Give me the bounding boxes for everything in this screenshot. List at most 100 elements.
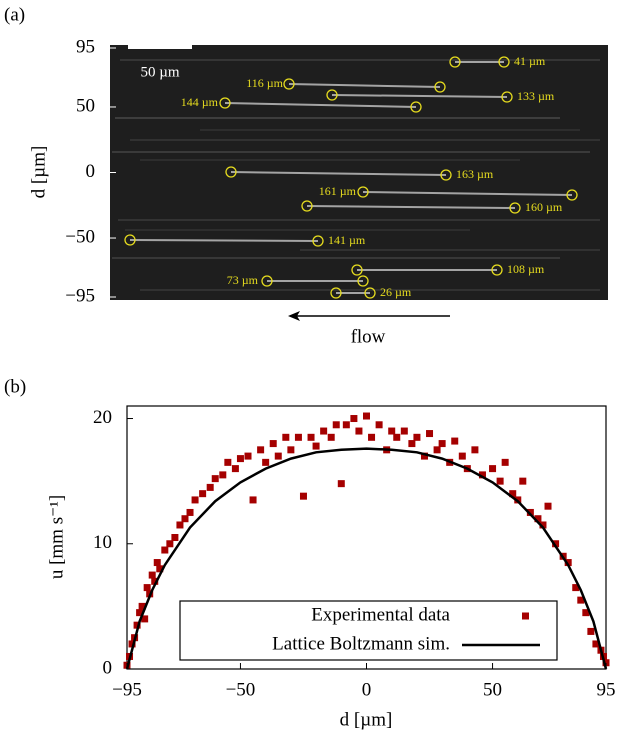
data-point — [161, 546, 169, 554]
data-point — [143, 584, 151, 592]
data-point — [564, 559, 572, 567]
data-point — [355, 427, 363, 435]
y-tick-label: 0 — [86, 161, 96, 182]
particle-marker — [312, 235, 324, 247]
particle-marker — [330, 287, 342, 299]
flow-arrowhead — [288, 311, 300, 321]
data-point — [249, 496, 257, 504]
particle-streak — [362, 191, 573, 196]
particle-marker — [410, 101, 422, 113]
data-point — [350, 415, 358, 423]
streaks — [112, 59, 600, 294]
displacement-label: 161 µm — [319, 184, 357, 198]
particle-streak — [288, 83, 441, 88]
data-point — [231, 465, 239, 473]
particle-marker — [364, 287, 376, 299]
particle-marker — [261, 275, 273, 287]
data-point — [307, 433, 315, 441]
data-point — [199, 490, 207, 498]
data-point — [186, 508, 194, 516]
y-tick-label: 0 — [103, 657, 113, 678]
particle-streak — [306, 205, 516, 209]
data-point — [577, 596, 585, 604]
particle-marker — [351, 264, 363, 276]
flow-label: flow — [351, 326, 386, 347]
y-tick-label: −95 — [65, 285, 95, 306]
particle-marker — [566, 189, 578, 201]
particle-marker — [283, 78, 295, 90]
x-tick-label: 95 — [597, 679, 616, 700]
data-point — [151, 577, 159, 585]
data-point — [320, 427, 328, 435]
data-point — [287, 446, 295, 454]
data-point — [337, 480, 345, 488]
data-point — [282, 433, 290, 441]
displacement-label: 144 µm — [181, 95, 219, 109]
displacement-label: 116 µm — [246, 76, 283, 90]
data-point — [375, 421, 383, 429]
data-point — [327, 433, 335, 441]
particle-marker — [357, 186, 369, 198]
particle-streak — [331, 94, 508, 98]
legend-marker — [522, 612, 529, 620]
data-point — [206, 483, 214, 491]
data-point — [544, 502, 552, 510]
legend-label: Lattice Boltzmann sim. — [272, 633, 450, 654]
data-point — [332, 421, 340, 429]
particle-marker — [219, 97, 231, 109]
data-point — [413, 433, 421, 441]
y-tick-label: 50 — [76, 95, 95, 116]
data-point — [534, 515, 542, 523]
displacement-label: 163 µm — [456, 167, 494, 181]
plot-area — [123, 412, 610, 670]
data-point — [236, 455, 244, 463]
particle-marker — [509, 202, 521, 214]
data-point — [388, 427, 396, 435]
sim-line — [125, 447, 608, 670]
data-point — [400, 427, 408, 435]
x-tick-label: −95 — [112, 679, 142, 700]
data-point — [587, 627, 595, 635]
data-point — [262, 458, 270, 466]
data-point — [509, 490, 517, 498]
y-tick-label: 20 — [93, 407, 112, 428]
data-point — [171, 534, 179, 541]
data-point — [294, 433, 302, 441]
data-point — [136, 609, 144, 617]
particle-marker — [225, 166, 237, 178]
legend — [179, 600, 558, 661]
data-point — [166, 540, 174, 548]
data-point — [257, 446, 265, 454]
data-point — [299, 492, 307, 500]
x-axis-label: d [µm] — [340, 709, 393, 730]
data-point — [156, 565, 164, 573]
data-point — [501, 458, 509, 466]
displacement-label: 141 µm — [328, 233, 366, 247]
panel-label: (a) — [4, 4, 25, 25]
data-point — [408, 440, 416, 448]
panel-label: (b) — [4, 376, 26, 397]
data-point — [219, 471, 227, 479]
particle-streak — [224, 102, 417, 108]
data-point — [128, 640, 136, 648]
particle-marker — [357, 275, 369, 287]
displacement-label: 133 µm — [517, 89, 555, 103]
data-point — [478, 471, 486, 479]
particle-marker — [491, 264, 503, 276]
data-point — [602, 659, 610, 667]
particle-marker — [434, 81, 446, 93]
data-point — [489, 465, 497, 473]
data-point — [368, 433, 376, 441]
data-point — [438, 440, 446, 448]
data-point — [244, 452, 252, 460]
data-point — [572, 584, 580, 592]
data-point — [420, 452, 428, 460]
particle-marker — [501, 91, 513, 103]
data-point — [458, 452, 466, 460]
y-axis-label: u [mm s⁻¹] — [46, 495, 67, 579]
particle-streak — [129, 239, 319, 242]
y-axis-label: d [µm] — [28, 146, 49, 199]
data-point — [148, 571, 156, 579]
data-point — [176, 521, 184, 529]
